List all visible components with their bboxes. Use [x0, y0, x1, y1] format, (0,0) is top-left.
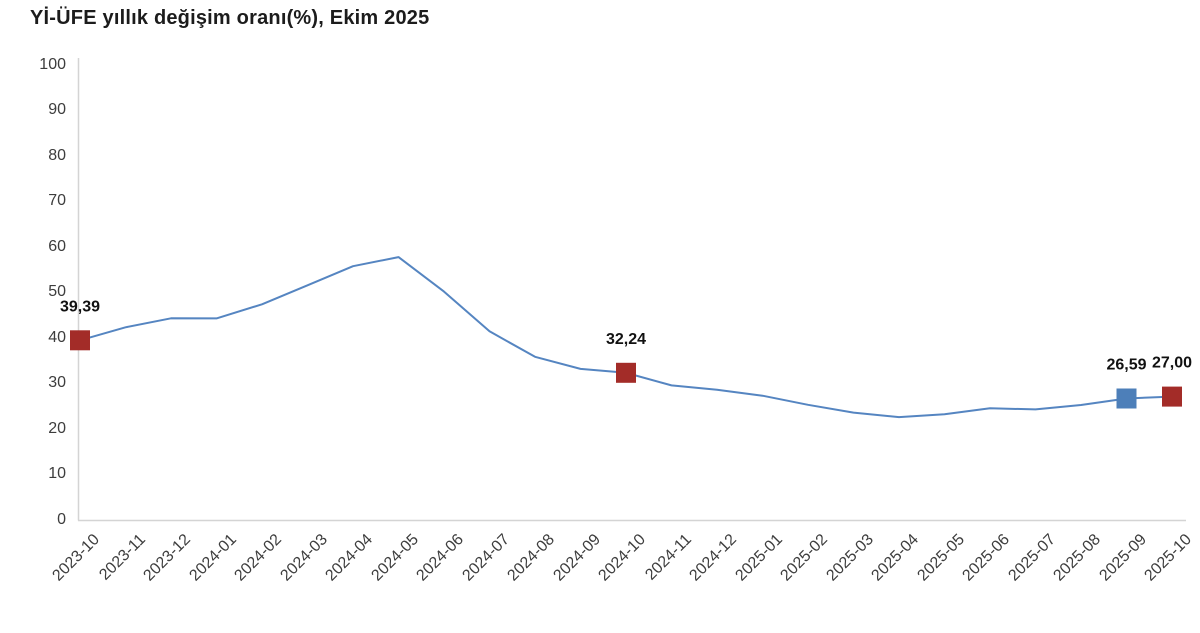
highlight-marker-2023-10 — [70, 330, 90, 351]
highlight-label-2025-09: 26,59 — [1106, 357, 1146, 374]
y-axis-tick-label: 30 — [48, 374, 66, 391]
y-axis-tick-label: 40 — [48, 328, 66, 346]
y-axis-tick-label: 70 — [48, 192, 66, 209]
highlight-label-2025-10: 27,00 — [1152, 355, 1192, 372]
highlight-marker-2024-10 — [616, 362, 636, 383]
y-axis-tick-label: 80 — [48, 146, 66, 164]
y-axis-tick-label: 20 — [48, 419, 66, 437]
chart-title: Yİ-ÜFE yıllık değişim oranı(%), Ekim 202… — [30, 7, 430, 29]
y-axis-tick-label: 50 — [48, 283, 66, 300]
y-axis-tick-label: 0 — [57, 510, 66, 528]
highlight-marker-2025-10 — [1162, 386, 1182, 407]
y-axis-tick-label: 100 — [39, 55, 66, 73]
highlight-marker-2025-09 — [1116, 388, 1137, 409]
y-axis-tick-label: 10 — [48, 465, 66, 482]
y-axis-tick-label: 60 — [48, 237, 66, 255]
highlight-label-2024-10: 32,24 — [606, 331, 646, 348]
y-axis-tick-label: 90 — [48, 101, 66, 118]
highlight-label-2023-10: 39,39 — [60, 298, 100, 315]
